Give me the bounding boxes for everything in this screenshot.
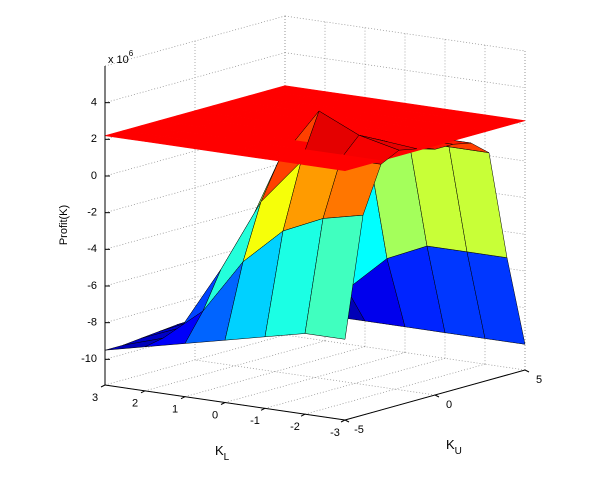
grid-line	[104, 272, 286, 324]
z-axis-label: Profit(K)	[58, 205, 70, 245]
surface-patch	[304, 214, 364, 340]
x-tick-label: 3	[92, 392, 98, 404]
grid-line	[104, 198, 286, 250]
z-tick-label: -2	[87, 207, 97, 219]
x-tick	[220, 402, 226, 405]
x-tick-label: -3	[330, 427, 340, 439]
grid-line	[104, 125, 286, 177]
z-exponent-power: 6	[129, 49, 134, 58]
x-tick-label: -1	[250, 415, 260, 427]
z-tick-label: 0	[91, 170, 97, 182]
x-tick-label: -2	[290, 421, 300, 433]
z-tick-label: -6	[87, 280, 97, 292]
x-axis-label: KL	[215, 443, 230, 462]
y-tick	[344, 419, 350, 423]
z-tick-label: 4	[91, 97, 97, 109]
y-tick	[524, 369, 530, 373]
x-tick	[100, 384, 106, 388]
plane-patch	[304, 159, 364, 171]
grid-line	[104, 52, 286, 104]
x-tick	[300, 413, 306, 417]
grid-line	[224, 352, 406, 403]
grid-line	[184, 346, 366, 398]
box-edge	[104, 15, 286, 67]
grid-line	[144, 340, 326, 392]
z-tick-label: 2	[91, 133, 97, 145]
z-tick-label: -8	[87, 317, 97, 329]
grid-line	[104, 235, 286, 287]
y-label-sub: U	[455, 446, 462, 457]
y-axis-label: KU	[446, 437, 462, 456]
z-exponent: x 106	[108, 49, 134, 66]
x-label-sub: L	[224, 452, 230, 463]
y-tick-label: 5	[536, 374, 542, 386]
x-tick	[140, 390, 146, 394]
y-label-main: K	[446, 437, 455, 452]
grid-line	[104, 162, 286, 214]
y-tick-label: -5	[354, 424, 364, 436]
surface-group	[104, 85, 526, 351]
y-tick	[434, 394, 440, 398]
x-tick-label: 1	[172, 404, 178, 416]
z-tick-label: -10	[81, 353, 97, 365]
grid-line	[264, 357, 446, 409]
x-label-main: K	[215, 443, 224, 458]
x-tick-label: 0	[212, 409, 218, 421]
z-exponent-base: x 10	[108, 54, 129, 66]
x-tick	[260, 407, 266, 411]
x-tick	[180, 396, 186, 400]
x-tick-label: 2	[132, 398, 138, 410]
z-tick-label: -4	[87, 243, 97, 255]
grid-line	[304, 363, 486, 415]
x-tick	[340, 419, 346, 423]
y-tick-label: 0	[446, 399, 452, 411]
